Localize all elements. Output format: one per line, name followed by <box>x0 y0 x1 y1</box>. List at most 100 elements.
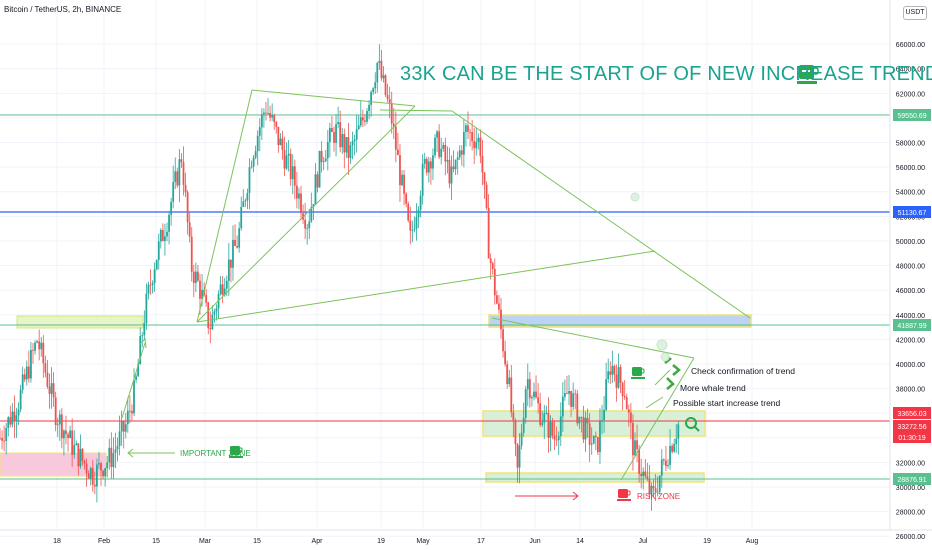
candle-body <box>364 120 366 122</box>
candle-body <box>605 379 608 410</box>
candle-body <box>345 137 348 153</box>
candle-body <box>205 295 208 303</box>
price-label-box <box>893 473 931 485</box>
candle-body <box>594 435 597 438</box>
candle-body <box>677 424 680 439</box>
candle-body <box>164 236 166 242</box>
candle-body <box>108 447 111 463</box>
x-tick-label: 18 <box>53 538 61 545</box>
time-axis: 18 Feb 15 Mar 15 Apr 19 May 17 Jun 14 Jul 19 Aug <box>0 529 932 545</box>
candle-body <box>508 377 511 385</box>
y-tick-label: 40000.00 <box>896 362 925 369</box>
candle-body <box>460 150 463 155</box>
y-tick-label: 58000.00 <box>896 141 925 148</box>
candle-body <box>454 159 457 170</box>
candle-body <box>104 468 107 477</box>
candle-body <box>479 137 482 157</box>
trendlines <box>196 89 751 481</box>
candle-body <box>287 153 290 156</box>
candle-body <box>7 417 10 428</box>
candle-body <box>118 431 121 447</box>
candle-body <box>374 82 377 89</box>
candle-body <box>407 203 410 221</box>
candle-body <box>559 416 562 437</box>
candle-body <box>258 127 261 136</box>
candle-body <box>93 484 96 487</box>
x-tick-label: 19 <box>377 538 385 545</box>
price-label-box <box>893 420 931 432</box>
candle-body <box>341 134 344 148</box>
trendline-descending <box>451 110 751 319</box>
candle-body <box>522 417 525 433</box>
candle-body <box>568 391 570 394</box>
candle-body <box>498 303 500 310</box>
candle-body <box>436 131 438 138</box>
candle-body <box>491 263 494 270</box>
candle-body <box>337 122 340 125</box>
candle-body <box>151 283 154 286</box>
price-label: 33656.03 <box>897 411 926 418</box>
candle-body <box>623 396 626 398</box>
cup-icon-important-zone <box>229 446 243 458</box>
x-tick-label: 14 <box>576 538 584 545</box>
candle-body <box>512 412 515 421</box>
search-icon <box>685 417 700 432</box>
candle-body <box>382 75 385 79</box>
candle-body <box>504 351 507 365</box>
candle-body <box>275 122 278 127</box>
candle-body <box>526 379 529 390</box>
support-zone-green <box>482 410 706 437</box>
candle-body <box>415 217 418 230</box>
candle-body <box>116 446 119 450</box>
candle-body <box>209 328 212 330</box>
candle-body <box>357 125 360 130</box>
candle-body <box>190 236 193 272</box>
candle-body <box>384 75 387 96</box>
candle-body <box>34 342 36 351</box>
candle-body <box>13 411 16 422</box>
candle-body <box>652 485 655 489</box>
candle-body <box>254 151 257 158</box>
candle-body <box>370 92 373 105</box>
candle-body <box>419 195 422 210</box>
candle-body <box>446 160 449 162</box>
candle-body <box>314 174 317 205</box>
candle-body <box>67 434 69 439</box>
risk-zone-arrow <box>515 491 579 501</box>
candle-body <box>469 131 471 133</box>
candle-body <box>100 463 102 471</box>
candle-body <box>489 258 492 264</box>
candle-body <box>537 397 540 404</box>
candle-body <box>106 462 109 469</box>
candle-body <box>236 245 238 248</box>
candle-body <box>378 60 381 63</box>
currency-button[interactable]: USDT <box>903 6 927 20</box>
candle-body <box>531 397 533 399</box>
candle-body <box>326 142 329 159</box>
candle-body <box>32 349 34 351</box>
candle-body <box>273 115 276 123</box>
candle-body <box>673 444 676 452</box>
candle-body <box>328 128 331 143</box>
candle-body <box>627 409 630 413</box>
candle-body <box>42 342 45 364</box>
candle-body <box>211 314 214 330</box>
candle-body <box>289 153 292 180</box>
candle-body <box>372 88 375 93</box>
candle-body <box>557 436 560 441</box>
y-tick-label: 50000.00 <box>896 239 925 246</box>
candle-body <box>271 115 274 118</box>
candle-body <box>219 284 222 295</box>
x-tick-label: 17 <box>477 538 485 545</box>
candle-body <box>578 416 581 424</box>
y-tick-label: 56000.00 <box>896 165 925 172</box>
price-label: 33272.56 <box>897 424 926 431</box>
candle-body <box>520 432 523 446</box>
candle-body <box>510 377 513 413</box>
candle-body <box>89 468 92 479</box>
candle-body <box>58 414 61 425</box>
candle-body <box>477 137 480 142</box>
cup-icon-risk-zone <box>617 489 631 501</box>
candle-body <box>199 280 201 299</box>
